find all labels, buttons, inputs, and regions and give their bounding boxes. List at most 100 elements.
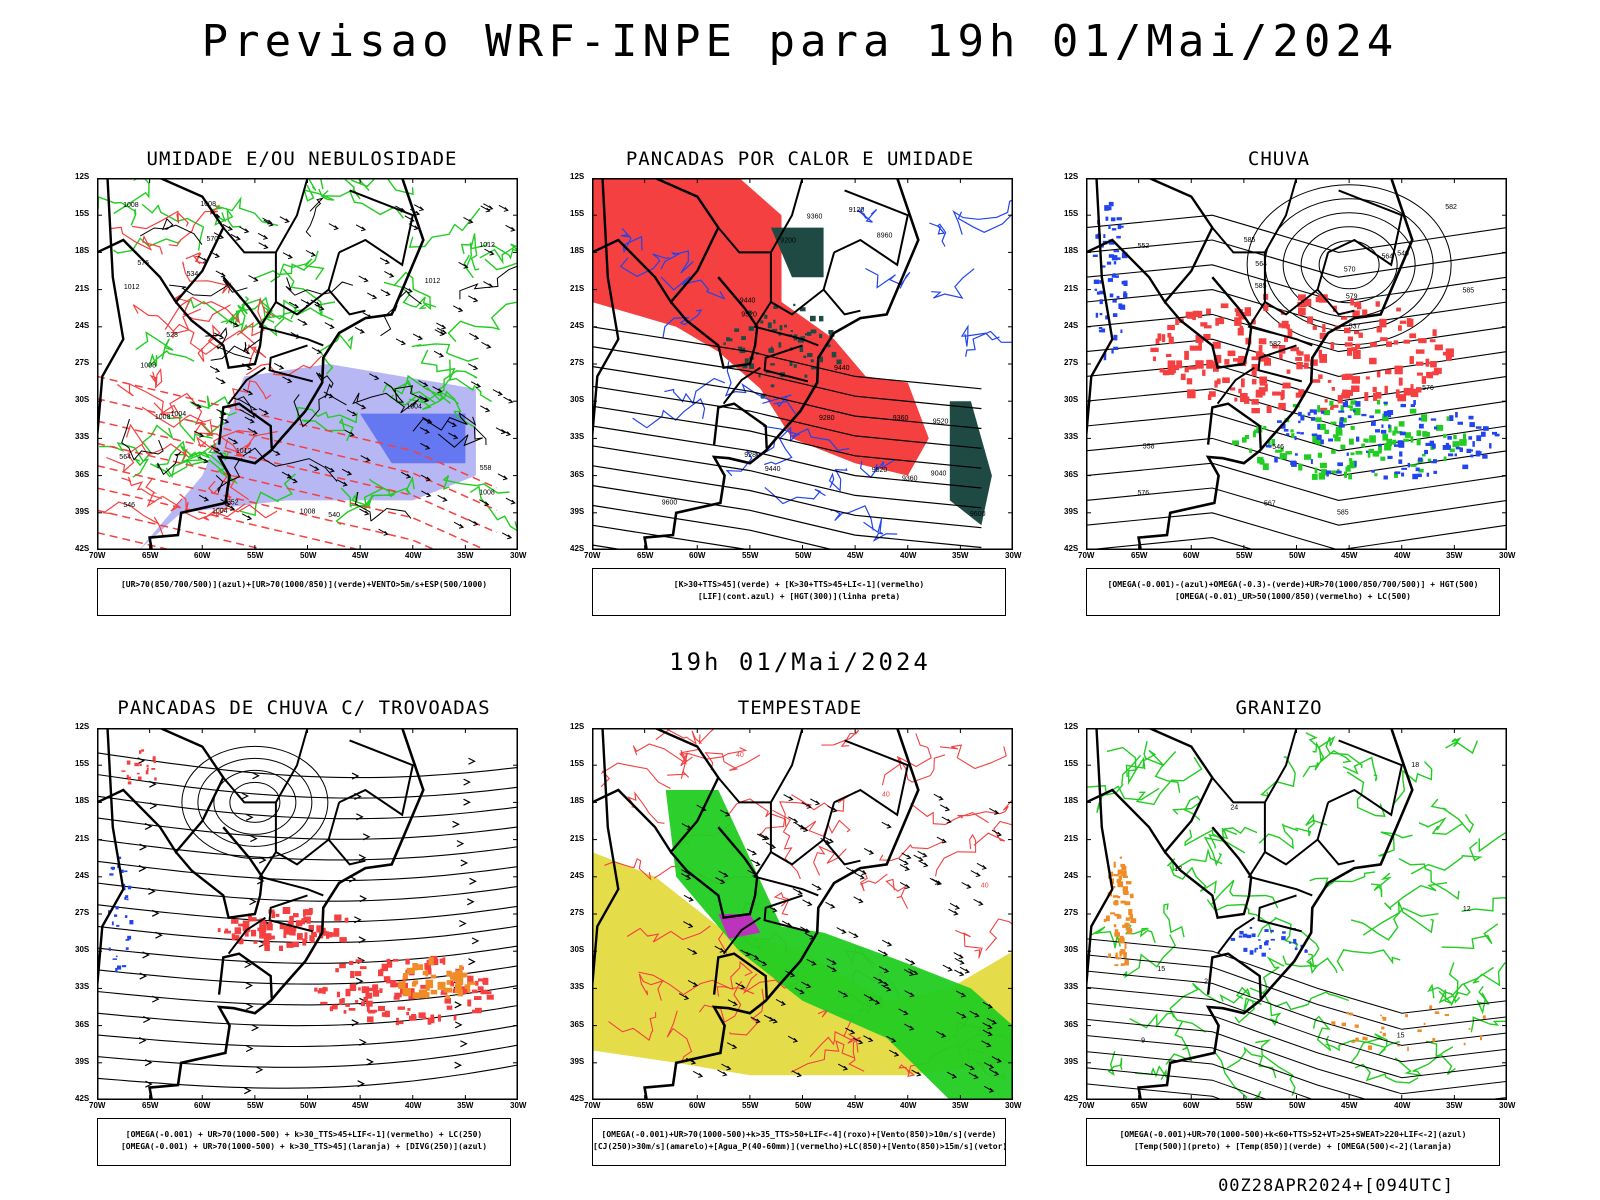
contour-label: 567 (1264, 500, 1276, 507)
lat-tick-label: 15S (570, 759, 585, 768)
contour-label: 15 (1157, 966, 1165, 973)
contour-label: 18 (1411, 762, 1419, 769)
caption-line: [OMEGA(-0.001) + UR>70(1000-500) + k>30_… (120, 1142, 488, 1151)
lon-tick-label: 40W (405, 1101, 422, 1110)
caption-line: [Temp(500)](preto) + [Temp(850)](verde) … (1134, 1142, 1452, 1151)
lat-tick-label: 30S (75, 395, 90, 404)
lat-tick-label: 36S (570, 470, 585, 479)
lon-tick-label: 45W (847, 551, 864, 560)
caption-line: [OMEGA(-0.001) + UR>70(1000-500) + k>30_… (125, 1130, 483, 1139)
lat-tick-label: 33S (75, 982, 90, 991)
lon-tick-label: 50W (300, 1101, 317, 1110)
lat-tick-label: 36S (1064, 470, 1079, 479)
lon-tick-label: 40W (900, 1101, 917, 1110)
contour-label: 21 (1204, 979, 1212, 986)
lon-tick-label: 60W (1183, 551, 1200, 560)
lon-tick-label: 55W (1236, 551, 1253, 560)
lon-tick-label: 35W (1446, 551, 1463, 560)
lat-tick-label: 33S (1064, 982, 1079, 991)
lat-tick-label: 36S (570, 1020, 585, 1029)
contour-label: 552 (1138, 243, 1150, 250)
panel-title-chuva: CHUVA (1247, 148, 1311, 170)
lon-tick-label: 40W (1394, 551, 1411, 560)
lon-tick-label: 70W (89, 1101, 106, 1110)
lon-tick-label: 65W (1131, 1101, 1148, 1110)
contour-label: 528 (166, 332, 178, 339)
lon-tick-label: 30W (510, 1101, 527, 1110)
lat-tick-label: 33S (570, 982, 585, 991)
contour-label: 564 (1255, 261, 1267, 268)
contour-label: 40 (981, 882, 989, 889)
contour-label: 9 (1141, 1037, 1145, 1044)
lon-tick-label: 45W (352, 551, 369, 560)
contour-label: 1012 (236, 448, 252, 455)
lat-tick-label: 12S (570, 722, 585, 731)
lat-tick-label: 33S (1064, 432, 1079, 441)
lon-tick-label: 65W (142, 1101, 159, 1110)
lon-tick-label: 35W (952, 1101, 969, 1110)
contour-label: 8960 (877, 233, 893, 240)
lat-tick-label: 21S (570, 284, 585, 293)
contour-label: 9440 (740, 298, 756, 305)
contour-label: 9120 (849, 207, 865, 214)
caption-line: [OMEGA(-0.001)+UR>70(1000-500)+k>35_TTS>… (601, 1130, 997, 1139)
contour-label: 9360 (807, 214, 823, 221)
lat-tick-label: 12S (75, 172, 90, 181)
contour-label: 558 (480, 465, 492, 472)
map-svg: 585 585 585 582 576 570 564 558 552 546 540 537 585 5… (1086, 178, 1507, 550)
contour-label: 15 (1397, 1033, 1405, 1040)
lon-tick-label: 65W (637, 1101, 654, 1110)
contour-label: 9440 (834, 365, 850, 372)
contour-label: 576 (1422, 385, 1434, 392)
lon-tick-label: 70W (89, 551, 106, 560)
lat-tick-label: 33S (75, 432, 90, 441)
lat-tick-label: 39S (1064, 1057, 1079, 1066)
lon-tick-label: 60W (689, 551, 706, 560)
lon-tick-label: 70W (584, 551, 601, 560)
contour-label: 40 (882, 791, 890, 798)
lon-tick-label: 65W (142, 551, 159, 560)
lat-tick-label: 24S (1064, 321, 1079, 330)
contour-label: 585 (1255, 283, 1267, 290)
lon-tick-label: 50W (1289, 1101, 1306, 1110)
lon-tick-label: 55W (1236, 1101, 1253, 1110)
lat-tick-label: 39S (570, 507, 585, 516)
contour-label: 24 (1230, 805, 1238, 812)
lat-tick-label: 27S (75, 908, 90, 917)
lat-tick-label: 15S (570, 209, 585, 218)
lon-tick-label: 65W (1131, 551, 1148, 560)
map-svg: 1012100810081012101210081004100810081012… (97, 178, 518, 550)
lat-tick-label: 18S (75, 246, 90, 255)
caption-trovoadas: [OMEGA(-0.001) + UR>70(1000-500) + k>30_… (97, 1118, 511, 1166)
lat-tick-label: 18S (1064, 796, 1079, 805)
contour-label: 9040 (931, 471, 947, 478)
lat-tick-label: 30S (75, 945, 90, 954)
lon-tick-label: 60W (194, 1101, 211, 1110)
lat-tick-label: 30S (570, 395, 585, 404)
lon-tick-label: 60W (194, 551, 211, 560)
lat-tick-label: 27S (1064, 358, 1079, 367)
lat-tick-label: 21S (1064, 284, 1079, 293)
lat-tick-label: 15S (75, 759, 90, 768)
contour-label: 546 (123, 502, 135, 509)
lat-tick-label: 33S (570, 432, 585, 441)
lat-tick-label: 39S (1064, 507, 1079, 516)
lat-tick-label: 18S (570, 796, 585, 805)
contour-label: 570 (1344, 267, 1356, 274)
caption-tempestade: [OMEGA(-0.001)+UR>70(1000-500)+k>35_TTS>… (592, 1118, 1008, 1166)
caption-pancadas-calor: [K>30+TTS>45](verde) + [K>30+TTS>45+LI<-… (592, 568, 1006, 616)
contour-label: 9600 (970, 511, 986, 518)
lon-tick-label: 55W (247, 551, 264, 560)
lat-tick-label: 42S (75, 1094, 90, 1103)
contour-label: 582 (1269, 341, 1281, 348)
caption-line: [OMEGA(-0.01)_UR>50(1000/850)(vermelho) … (1174, 592, 1411, 601)
lon-tick-label: 50W (1289, 551, 1306, 560)
contour-label: 9280 (744, 452, 760, 459)
lon-tick-label: 30W (1499, 1101, 1516, 1110)
caption-line: [OMEGA(-0.001)+UR>70(1000-500)+k<60+TTS>… (1119, 1130, 1467, 1139)
lon-tick-label: 35W (457, 1101, 474, 1110)
caption-line: [CJ(250)>30m/s](amarelo)+[Agua_P(40-60mm… (593, 1142, 1008, 1151)
lon-tick-label: 30W (1499, 551, 1516, 560)
lat-tick-label: 42S (570, 544, 585, 553)
